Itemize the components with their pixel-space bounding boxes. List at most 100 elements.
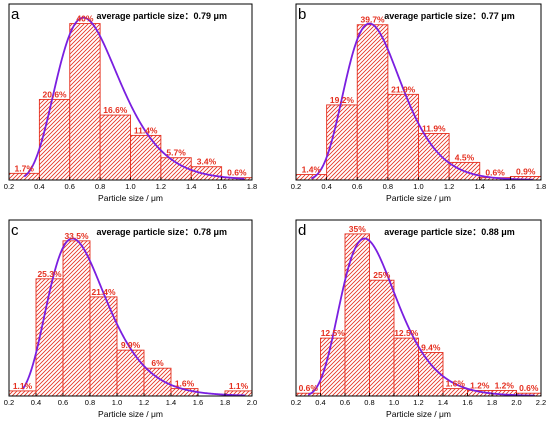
bar-data-label: 21.9% — [391, 84, 416, 94]
bar-data-label: 39.7% — [361, 15, 386, 25]
bar-data-label: 20.6% — [43, 89, 68, 99]
average-size-annotation: average particle size：0.88 μm — [384, 227, 515, 237]
bar-data-label: 11.4% — [134, 125, 158, 135]
bar-data-label: 9.4% — [421, 342, 441, 352]
bar-data-label: 1.6% — [175, 379, 195, 389]
x-tick-label: 1.8 — [536, 182, 546, 191]
x-tick-label: 1.4 — [166, 398, 176, 407]
x-tick-label: 1.6 — [193, 398, 203, 407]
histogram-bar — [418, 133, 450, 181]
histogram-bar — [99, 114, 131, 181]
histogram-bar — [8, 172, 40, 181]
bar-data-label: 3.4% — [197, 157, 217, 167]
x-axis-label: Particle size / μm — [386, 193, 451, 203]
x-tick-label: 0.2 — [291, 398, 301, 407]
x-tick-label: 0.4 — [34, 182, 44, 191]
x-tick-label: 0.6 — [58, 398, 68, 407]
x-tick-label: 1.8 — [247, 182, 257, 191]
histogram-bar — [190, 166, 223, 181]
plot-frame — [8, 219, 253, 397]
x-axis-label: Particle size / μm — [98, 409, 163, 419]
x-axis-label: Particle size / μm — [98, 193, 163, 203]
bar-data-label: 0.6% — [519, 383, 539, 393]
bar-data-label: 21.4% — [91, 287, 116, 297]
histogram-bar — [116, 349, 145, 397]
average-size-annotation: average particle size：0.78 μm — [96, 227, 227, 237]
panel-letter: a — [11, 6, 20, 23]
x-tick-label: 1.2 — [413, 398, 423, 407]
x-tick-label: 0.4 — [315, 398, 325, 407]
bar-data-label: 0.6% — [299, 383, 319, 393]
x-tick-label: 1.0 — [389, 398, 399, 407]
bar-data-label: 40% — [76, 14, 93, 24]
bar-data-label: 0.9% — [516, 166, 536, 176]
bar-data-label: 1.2% — [470, 380, 490, 390]
x-tick-label: 1.2 — [156, 182, 166, 191]
panel-d: 0.6%12.5%35%25%12.5%9.4%1.6% 1.2% 1.2% 0.6%… — [291, 219, 546, 419]
x-tick-label: 1.4 — [438, 398, 448, 407]
panel-a: 1.7% 20.6% 40% 16.6% 11.4% 5.7% 3.4% 0.6% 0.2 0.4… — [4, 3, 257, 203]
x-tick-label: 1.6 — [505, 182, 515, 191]
bar-data-label: 0.6% — [227, 168, 247, 178]
x-tick-label: 0.6 — [352, 182, 362, 191]
x-tick-label: 1.4 — [186, 182, 196, 191]
x-tick-label: 0.4 — [321, 182, 331, 191]
bar-data-label: 1.7% — [15, 163, 35, 173]
bar-data-label: 11.9% — [422, 123, 446, 133]
x-tick-label: 1.2 — [444, 182, 454, 191]
x-tick-label: 1.2 — [139, 398, 149, 407]
bar-data-label: 1.1% — [229, 381, 249, 391]
bar-data-label: 6% — [151, 358, 164, 368]
histogram-bar — [89, 296, 118, 397]
bar-data-label: 12.5% — [321, 328, 346, 338]
x-tick-label: 1.6 — [216, 182, 226, 191]
histogram-bar — [130, 134, 162, 181]
x-tick-label: 1.0 — [125, 182, 135, 191]
x-axis-label: Particle size / μm — [386, 409, 451, 419]
fit-curve — [307, 237, 535, 397]
histogram-bar — [442, 388, 468, 397]
x-tick-label: 1.0 — [413, 182, 423, 191]
histogram-bar — [387, 93, 419, 181]
x-tick-label: 1.0 — [112, 398, 122, 407]
bar-data-label: 1.1% — [13, 381, 33, 391]
bar-data-label: 1.2% — [495, 380, 515, 390]
x-tick-label: 2.2 — [536, 398, 546, 407]
x-tick-label: 2.0 — [247, 398, 257, 407]
fit-curve — [21, 237, 246, 397]
panel-letter: b — [298, 6, 306, 23]
x-tick-label: 0.8 — [95, 182, 105, 191]
x-tick-label: 1.6 — [462, 398, 472, 407]
bar-data-label: 16.6% — [103, 105, 128, 115]
histogram-bar — [295, 174, 328, 181]
panel-c: 1.1% 25.3% 33.5% 21.4% 9.9% 6% 1.6% 1.1% 0.2 0.4 0… — [4, 219, 257, 419]
x-tick-label: 0.8 — [364, 398, 374, 407]
histogram-bar — [393, 337, 419, 397]
x-tick-label: 0.8 — [85, 398, 95, 407]
x-tick-label: 0.2 — [4, 398, 14, 407]
x-tick-label: 1.8 — [487, 398, 497, 407]
histogram-bar — [344, 233, 370, 397]
histogram-bar — [69, 23, 101, 181]
bar-data-label: 0.6% — [485, 168, 505, 178]
bar-data-label: 4.5% — [455, 152, 475, 162]
bar-data-label: 25% — [373, 270, 390, 280]
bar-data-label: 19.2% — [330, 95, 355, 105]
panel-letter: d — [298, 222, 306, 239]
bar-data-label: 25.3% — [37, 269, 62, 279]
x-tick-label: 1.4 — [475, 182, 485, 191]
histogram-bar — [369, 279, 395, 397]
x-tick-label: 2.0 — [511, 398, 521, 407]
x-tick-label: 0.2 — [291, 182, 301, 191]
bar-data-label: 1.6% — [446, 379, 466, 389]
panel-letter: c — [11, 222, 19, 239]
bar-data-label: 12.5% — [394, 328, 419, 338]
histogram-bar — [8, 390, 37, 397]
average-size-annotation: average particle size：0.77 μm — [384, 11, 515, 21]
x-tick-label: 0.8 — [383, 182, 393, 191]
average-size-annotation: average particle size：0.79 μm — [96, 11, 227, 21]
x-tick-label: 0.6 — [65, 182, 75, 191]
x-tick-label: 0.2 — [4, 182, 14, 191]
fit-curve — [23, 16, 245, 180]
